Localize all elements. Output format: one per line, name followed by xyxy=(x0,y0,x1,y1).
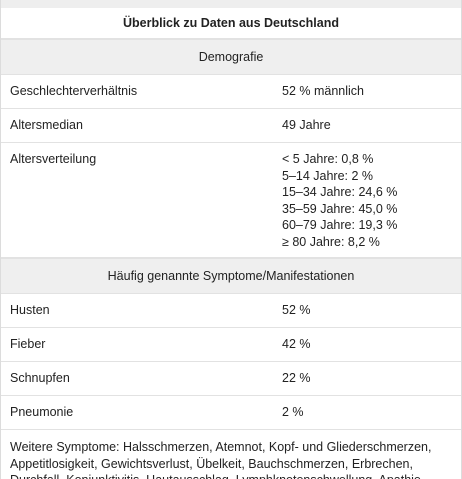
table-row-age-distribution: Altersverteilung < 5 Jahre: 0,8 % 5–14 J… xyxy=(1,143,461,258)
table-row-pneumonia: Pneumonie 2 % xyxy=(1,396,461,430)
age-bucket: 15–34 Jahre: 24,6 % xyxy=(282,185,398,199)
row-label: Husten xyxy=(10,303,50,317)
table-title: Überblick zu Daten aus Deutschland xyxy=(1,8,461,39)
age-bucket: 5–14 Jahre: 2 % xyxy=(282,168,374,183)
row-label: Schnupfen xyxy=(10,371,70,385)
row-label: Pneumonie xyxy=(10,405,74,419)
section-header-demographics: Demografie xyxy=(1,39,461,75)
row-value: 22 % xyxy=(282,371,311,385)
table-row-sex-ratio: Geschlechterverhältnis 52 % männlich xyxy=(1,75,461,109)
age-bucket: 35–59 Jahre: 45,0 % xyxy=(282,201,398,216)
top-strip xyxy=(1,0,461,8)
row-value: 52 % männlich xyxy=(282,84,364,98)
row-label: Geschlechterverhältnis xyxy=(10,84,138,98)
row-value: 42 % xyxy=(282,337,311,351)
table-row-rhinitis: Schnupfen 22 % xyxy=(1,362,461,396)
row-value: 2 % xyxy=(282,405,304,419)
row-label: Fieber xyxy=(10,337,46,351)
row-label: Altersmedian xyxy=(10,118,83,132)
table-row-median-age: Altersmedian 49 Jahre xyxy=(1,109,461,143)
age-bucket: 60–79 Jahre: 19,3 % xyxy=(282,218,398,232)
age-bucket: ≥ 80 Jahre: 8,2 % xyxy=(282,234,380,249)
age-bucket: < 5 Jahre: 0,8 % xyxy=(282,152,374,166)
table-row-cough: Husten 52 % xyxy=(1,294,461,328)
age-distribution-list: < 5 Jahre: 0,8 % 5–14 Jahre: 2 % 15–34 J… xyxy=(282,151,461,250)
row-value: 52 % xyxy=(282,303,311,317)
other-symptoms-text: Weitere Symptome: Halsschmerzen, Atemnot… xyxy=(10,440,432,479)
row-value: 49 Jahre xyxy=(282,118,331,132)
table-row-fever: Fieber 42 % xyxy=(1,328,461,362)
section-header-symptoms: Häufig genannte Symptome/Manifestationen xyxy=(1,258,461,294)
row-label: Altersverteilung xyxy=(10,152,97,166)
